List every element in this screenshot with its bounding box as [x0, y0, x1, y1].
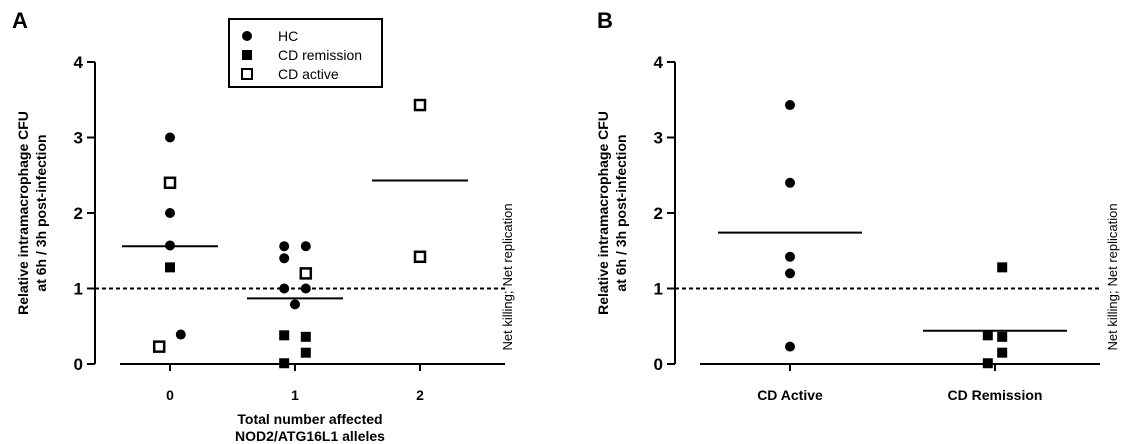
data-point-square — [982, 358, 993, 369]
y-tick-label: 0 — [654, 355, 663, 374]
data-point-open-square — [152, 340, 166, 353]
legend-marker-open-square — [241, 68, 253, 80]
legend-marker-square — [242, 50, 252, 60]
y-tick-label: 1 — [654, 280, 663, 299]
chart-panel-b: B 0 1 2 3 4 CD Active CD Remission Relative intr… — [595, 8, 1120, 403]
panel-label: A — [12, 8, 28, 33]
data-point-circle — [279, 241, 290, 252]
y-axis-label: Relative intramacrophage CFU — [15, 111, 31, 315]
data-point-circle — [300, 283, 311, 294]
x-tick-label: CD Active — [757, 387, 823, 403]
data-point-circle — [165, 240, 175, 251]
y-tick-label: 4 — [654, 53, 664, 72]
legend-marker-circle — [242, 31, 252, 41]
data-point-circle — [165, 208, 175, 218]
data-point-circle — [290, 299, 300, 310]
data-point-square — [279, 358, 290, 369]
data-point-circle — [785, 341, 795, 352]
y-axis-label: Relative intramacrophage CFU — [595, 111, 611, 315]
data-point-circle — [300, 241, 311, 252]
x-axis-label: Total number affected — [237, 411, 382, 427]
data-point-circle — [279, 253, 290, 264]
legend-box — [228, 18, 383, 88]
legend-entry-label: CD remission — [278, 47, 362, 63]
chart-panel-a: A 0 1 2 3 4 0 1 2 Relative intramacrophage CFU at … — [12, 8, 515, 444]
y-tick-label: 1 — [74, 280, 83, 299]
data-point-open-square — [299, 267, 313, 280]
data-point-circle — [785, 251, 795, 262]
legend-entry-label: HC — [278, 28, 298, 44]
y-axis-label: at 6h / 3h post-infection — [613, 134, 629, 291]
data-point-circle — [785, 268, 795, 279]
y-tick-label: 4 — [74, 53, 84, 72]
x-tick-label: 0 — [166, 387, 174, 403]
legend-entry-label: CD active — [278, 66, 339, 82]
data-point-open-square — [413, 250, 427, 264]
x-tick-label: 1 — [291, 387, 299, 403]
data-point-circle — [165, 132, 175, 143]
data-point-circle — [279, 283, 290, 294]
y-tick-label: 2 — [74, 204, 83, 223]
data-point-square — [997, 331, 1008, 342]
data-point-square — [165, 262, 175, 273]
y-axis-label: at 6h / 3h post-infection — [33, 134, 49, 291]
y-tick-label: 2 — [654, 204, 663, 223]
data-point-circle — [785, 100, 795, 111]
x-tick-label: 2 — [416, 387, 424, 403]
data-point-circle — [785, 177, 795, 188]
data-point-square — [300, 331, 311, 342]
y-tick-label: 0 — [74, 355, 83, 374]
data-point-open-square — [163, 176, 177, 190]
panel-label: B — [597, 8, 613, 33]
data-point-square — [279, 330, 290, 341]
net-killing-label: Net killing; — [1105, 291, 1120, 351]
y-tick-label: 3 — [74, 129, 83, 148]
x-axis-label: NOD2/ATG16L1 alleles — [235, 428, 385, 444]
data-point-square — [982, 330, 993, 341]
data-point-open-square — [413, 98, 427, 112]
net-replication-label: Net replication — [1105, 203, 1120, 286]
x-tick-label: CD Remission — [948, 387, 1043, 403]
y-tick-label: 3 — [654, 129, 663, 148]
net-replication-label: Net replication — [500, 203, 515, 286]
data-point-square — [997, 347, 1008, 358]
legend: HC CD remission CD active — [228, 18, 383, 88]
data-point-circle — [175, 329, 186, 340]
data-point-square — [300, 347, 311, 358]
net-killing-label: Net killing; — [500, 291, 515, 351]
data-point-square — [997, 262, 1008, 273]
